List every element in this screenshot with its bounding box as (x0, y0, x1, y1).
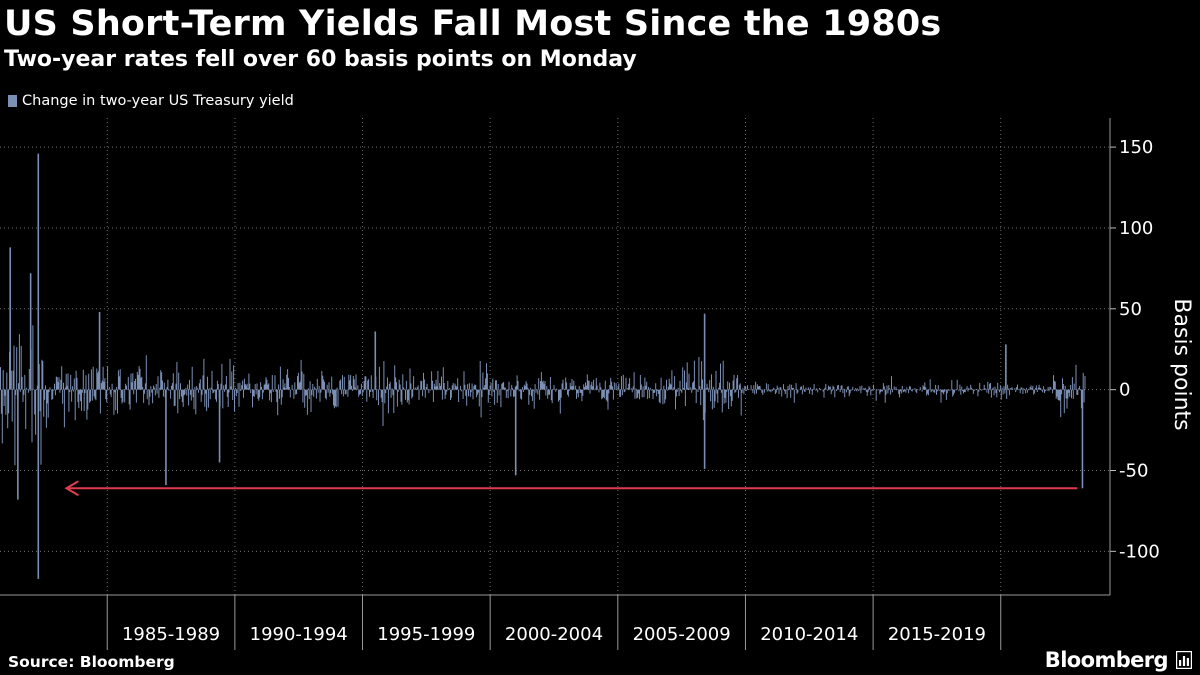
annotations (64, 480, 1078, 497)
x-tick-label-4: 2005-2009 (633, 624, 731, 645)
y-tick-label-0: 150 (1119, 137, 1153, 158)
x-tick-label-2: 1995-1999 (377, 624, 475, 645)
y-tick-label-3: 0 (1119, 380, 1130, 401)
legend-swatch (8, 95, 17, 107)
legend-label: Change in two-year US Treasury yield (22, 93, 294, 109)
y-tick-label-5: -100 (1119, 541, 1160, 562)
x-tick-label-1: 1990-1994 (250, 624, 348, 645)
bar-series-daily-changes (0, 321, 1086, 466)
brand-logo: Bloomberg (1045, 647, 1192, 673)
chart-legend: Change in two-year US Treasury yield (8, 91, 294, 111)
chart-subtitle: Two-year rates fell over 60 basis points… (4, 47, 637, 72)
x-tick-label-3: 2000-2004 (505, 624, 603, 645)
source-note: Source: Bloomberg (8, 653, 175, 671)
y-tick-label-4: -50 (1119, 460, 1148, 481)
x-tick-label-0: 1985-1989 (122, 624, 220, 645)
brand-wordmark: Bloomberg (1044, 648, 1169, 672)
y-tick-label-2: 50 (1119, 299, 1142, 320)
y-axis-label: Basis points (1169, 298, 1194, 430)
x-tick-label-6: 2015-2019 (888, 624, 986, 645)
bloomberg-terminal-icon (1176, 651, 1192, 669)
chart-title: US Short-Term Yields Fall Most Since the… (4, 4, 942, 44)
x-tick-label-5: 2010-2014 (760, 624, 858, 645)
bar-series (0, 153, 1086, 579)
gridlines (0, 118, 1110, 595)
annotation-arrow-head (64, 480, 79, 497)
y-tick-label-1: 100 (1119, 218, 1153, 239)
axes: 150 100 50 0 -50 -100 1985-1989 1990-1994 1995-1… (0, 118, 1194, 650)
